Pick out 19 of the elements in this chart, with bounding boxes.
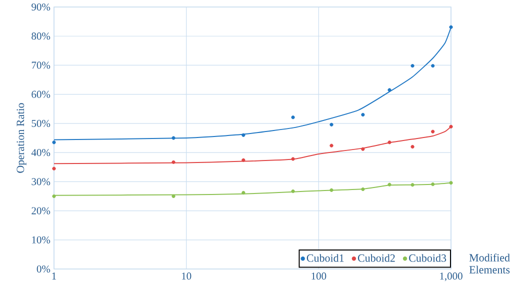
y-tick-label: 50% — [32, 120, 50, 128]
y-tick-label: 60% — [32, 90, 50, 98]
y-tick-label: 20% — [32, 207, 50, 214]
y-tick-label: 70% — [32, 62, 50, 69]
x-tick-label: 10 — [182, 272, 192, 280]
x-tick-label: 1,000 — [440, 272, 462, 282]
y-tick-label: 90% — [32, 3, 50, 11]
x-tick-label: 100 — [312, 272, 326, 280]
legend-label: Cuboid1 — [306, 254, 344, 262]
legend-label: Cuboid3 — [409, 254, 446, 262]
x-axis-title: Modified Elements — [469, 254, 510, 274]
legend-label: Cuboid2 — [358, 254, 395, 262]
y-tick-label: 40% — [31, 149, 50, 156]
x-tick-label: 1 — [52, 272, 56, 280]
y-tick-label: 0% — [36, 265, 50, 273]
y-axis-title: Operation Ratio — [16, 103, 26, 173]
y-tick-label: 30% — [32, 178, 50, 186]
y-tick-label: 10% — [32, 236, 50, 244]
y-tick-label: 80% — [32, 32, 50, 40]
